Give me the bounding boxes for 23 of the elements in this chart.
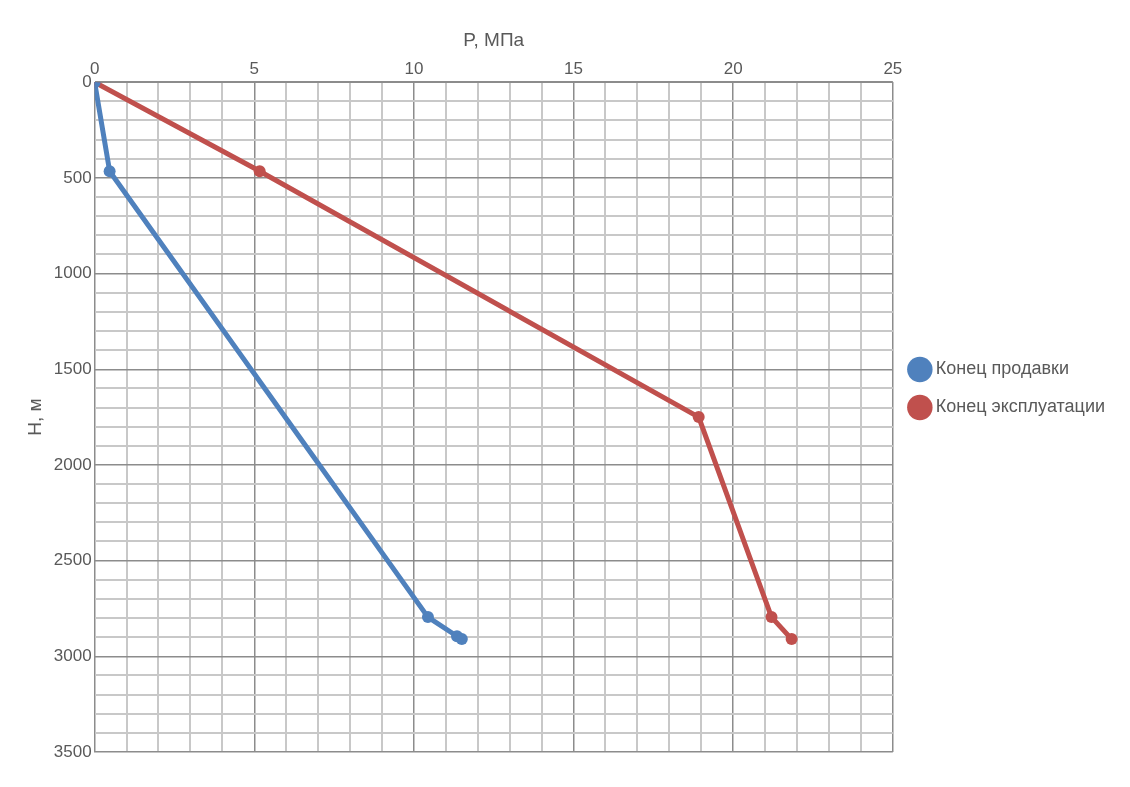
point [421, 611, 434, 624]
y-tick-label: 2500 [53, 550, 92, 570]
x-tick-label: 5 [249, 58, 259, 78]
y-tick-label: 500 [63, 167, 92, 187]
y-tick-label: 3000 [53, 646, 92, 665]
y-tick-label: 0 [82, 71, 92, 91]
point [692, 411, 705, 424]
point [785, 633, 798, 646]
y-axis-title: H, м [23, 398, 45, 436]
y-tick-label: 1000 [53, 263, 92, 283]
point [253, 165, 266, 178]
point [103, 165, 116, 178]
x-tick-label: 20 [723, 58, 743, 78]
x-tick-label: 25 [883, 58, 903, 78]
point [765, 611, 778, 624]
legend-label: Конец эксплуатации [935, 396, 1105, 417]
y-tick-label: 2000 [53, 454, 92, 474]
y-tick-label: 1500 [53, 358, 92, 378]
legend-label: Конец продавки [935, 358, 1069, 379]
y-tick-label: 3500 [53, 741, 92, 761]
x-axis-title: P, МПа [463, 28, 525, 50]
x-tick-label: 10 [404, 58, 424, 78]
x-tick-label: 15 [564, 58, 584, 78]
